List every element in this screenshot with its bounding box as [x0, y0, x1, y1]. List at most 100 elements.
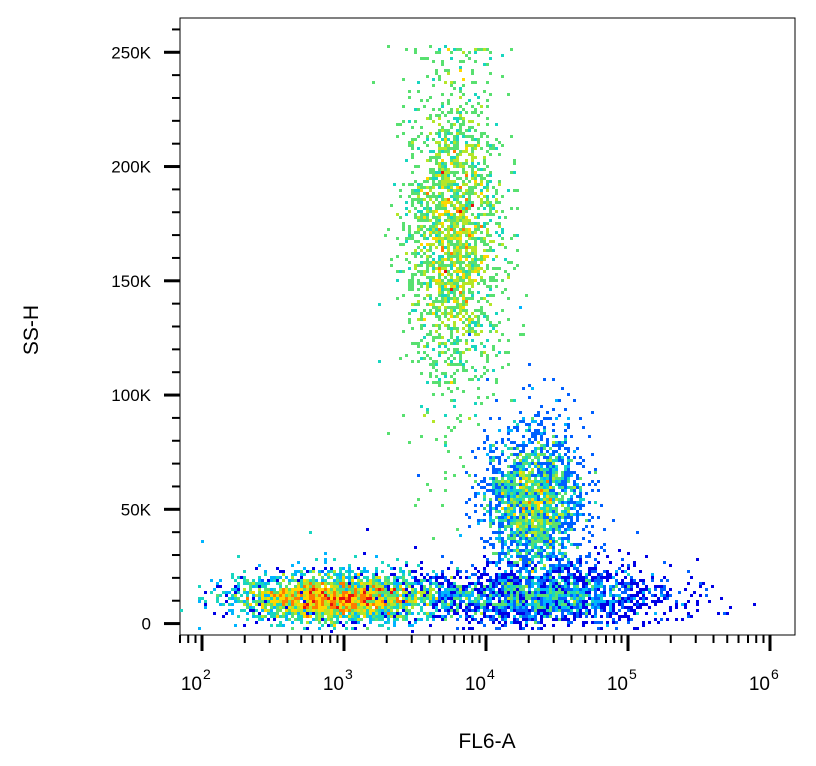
event-point	[420, 261, 423, 264]
event-point	[447, 180, 450, 183]
event-point	[522, 387, 525, 390]
event-point	[468, 324, 471, 327]
event-point	[321, 588, 324, 591]
event-point	[468, 153, 471, 156]
event-point	[486, 453, 489, 456]
event-point	[627, 564, 630, 567]
event-point	[519, 606, 522, 609]
event-point	[522, 465, 525, 468]
event-point	[480, 597, 483, 600]
event-point	[486, 267, 489, 270]
event-point	[486, 573, 489, 576]
event-point	[540, 582, 543, 585]
event-point	[534, 564, 537, 567]
event-point	[474, 261, 477, 264]
event-point	[498, 528, 501, 531]
event-point	[543, 519, 546, 522]
event-point	[468, 582, 471, 585]
event-point	[555, 474, 558, 477]
event-point	[486, 558, 489, 561]
event-point	[522, 441, 525, 444]
event-point	[333, 579, 336, 582]
event-point	[480, 486, 483, 489]
event-point	[441, 273, 444, 276]
event-point	[306, 627, 309, 630]
event-point	[276, 612, 279, 615]
event-point	[507, 600, 510, 603]
event-point	[453, 192, 456, 195]
event-point	[549, 567, 552, 570]
event-point	[264, 597, 267, 600]
event-point	[591, 480, 594, 483]
event-point	[492, 531, 495, 534]
event-point	[441, 147, 444, 150]
event-point	[309, 591, 312, 594]
event-point	[438, 291, 441, 294]
event-point	[408, 141, 411, 144]
event-point	[534, 483, 537, 486]
event-point	[540, 609, 543, 612]
event-point	[516, 594, 519, 597]
event-point	[285, 576, 288, 579]
event-point	[441, 321, 444, 324]
event-point	[432, 120, 435, 123]
event-point	[489, 324, 492, 327]
event-point	[642, 621, 645, 624]
event-point	[567, 573, 570, 576]
event-point	[453, 264, 456, 267]
event-point	[360, 594, 363, 597]
event-point	[327, 576, 330, 579]
event-point	[375, 612, 378, 615]
event-point	[549, 588, 552, 591]
event-point	[576, 558, 579, 561]
event-point	[525, 468, 528, 471]
event-point	[534, 534, 537, 537]
event-point	[426, 612, 429, 615]
event-point	[483, 624, 486, 627]
event-point	[465, 309, 468, 312]
event-point	[492, 144, 495, 147]
event-point	[567, 588, 570, 591]
event-point	[456, 588, 459, 591]
event-point	[591, 603, 594, 606]
event-point	[453, 123, 456, 126]
event-point	[507, 465, 510, 468]
event-point	[615, 621, 618, 624]
event-point	[585, 555, 588, 558]
event-point	[537, 606, 540, 609]
event-point	[558, 522, 561, 525]
event-point	[357, 597, 360, 600]
event-point	[282, 570, 285, 573]
event-point	[567, 525, 570, 528]
event-point	[234, 624, 237, 627]
event-point	[243, 570, 246, 573]
event-point	[537, 471, 540, 474]
event-point	[378, 612, 381, 615]
event-point	[492, 204, 495, 207]
event-point	[312, 576, 315, 579]
event-point	[501, 537, 504, 540]
event-point	[468, 516, 471, 519]
event-point	[393, 591, 396, 594]
event-point	[486, 63, 489, 66]
event-point	[567, 612, 570, 615]
event-point	[441, 138, 444, 141]
event-point	[420, 243, 423, 246]
event-point	[483, 225, 486, 228]
event-point	[684, 588, 687, 591]
event-point	[495, 477, 498, 480]
event-point	[438, 168, 441, 171]
event-point	[417, 564, 420, 567]
event-point	[258, 585, 261, 588]
event-point	[495, 210, 498, 213]
event-point	[447, 612, 450, 615]
event-point	[321, 591, 324, 594]
event-point	[699, 582, 702, 585]
event-point	[438, 183, 441, 186]
event-point	[357, 612, 360, 615]
event-point	[288, 582, 291, 585]
event-point	[453, 234, 456, 237]
event-point	[414, 597, 417, 600]
event-point	[453, 261, 456, 264]
event-point	[528, 504, 531, 507]
